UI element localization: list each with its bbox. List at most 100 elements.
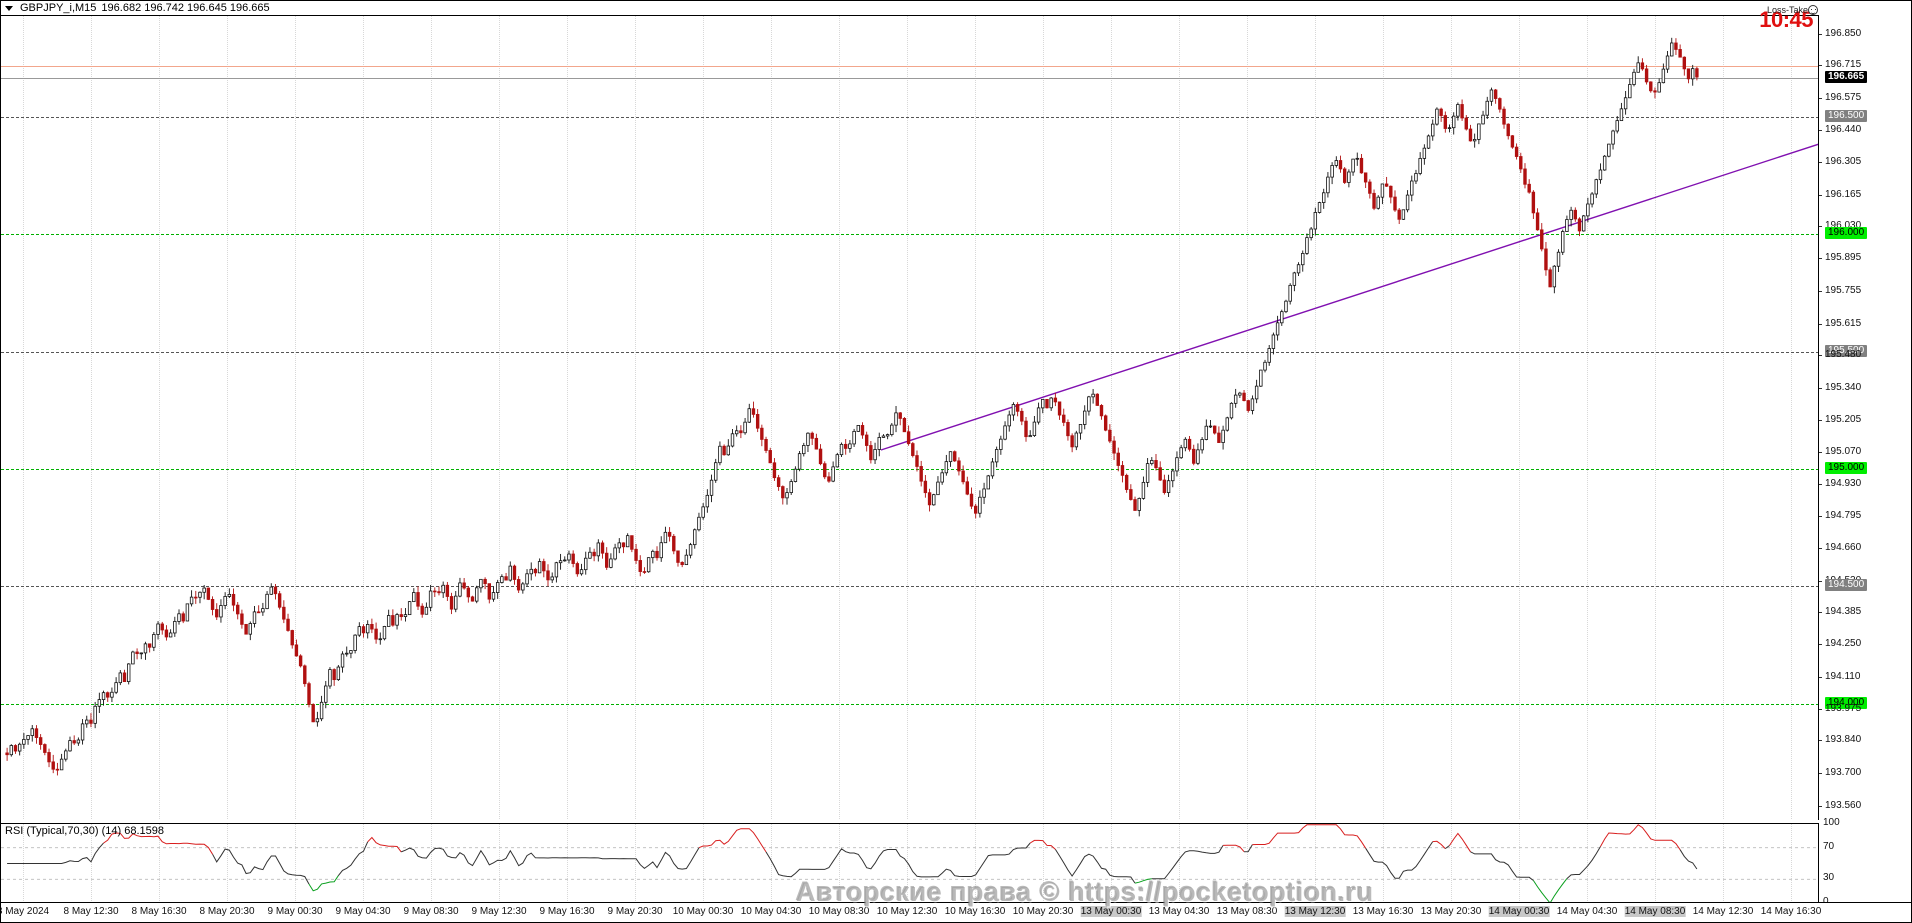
- price-tick: 196.715: [1819, 59, 1911, 71]
- time-axis-label: 8 May 16:30: [131, 906, 187, 917]
- price-level-line[interactable]: [1, 116, 1818, 118]
- time-axis-label: 13 May 12:30: [1284, 906, 1346, 917]
- price-tick-label: 195.205: [1825, 413, 1862, 425]
- price-tick-label: 194.000: [1825, 696, 1868, 709]
- smiley-face-icon: [1808, 5, 1818, 15]
- vertical-gridline: [431, 16, 432, 820]
- tick-mark: [1819, 676, 1822, 678]
- tick-mark: [1819, 484, 1822, 486]
- price-tick: 196.440: [1819, 124, 1911, 136]
- vertical-gridline: [91, 824, 92, 902]
- price-tick-label: 195.480: [1825, 349, 1862, 361]
- vertical-gridline: [1587, 824, 1588, 902]
- vertical-gridline: [703, 16, 704, 820]
- price-tick: 196.500: [1819, 109, 1911, 122]
- vertical-gridline: [1315, 824, 1316, 902]
- price-tick: 193.560: [1819, 799, 1911, 812]
- rsi-tick-label: 70: [1823, 840, 1835, 852]
- tick-mark: [1819, 612, 1822, 614]
- time-axis-label: 9 May 16:30: [539, 906, 595, 917]
- price-tick: 195.755: [1819, 285, 1911, 297]
- vertical-gridline: [159, 16, 160, 820]
- price-tick-label: 193.975: [1825, 702, 1862, 714]
- price-tick-label: 193.700: [1825, 767, 1862, 779]
- vertical-gridline: [91, 16, 92, 820]
- price-tick: 194.500: [1819, 579, 1911, 592]
- vertical-gridline: [23, 16, 24, 820]
- price-tick-label: 194.795: [1825, 510, 1862, 522]
- time-axis-label: 10 May 04:30: [740, 906, 802, 917]
- tick-mark: [1819, 740, 1822, 742]
- vertical-gridline: [771, 824, 772, 902]
- time-axis[interactable]: 8 May 2024 8 May 12:30 8 May 16:30 8 May 20…: [1, 902, 1911, 922]
- price-tick-label: 195.000: [1825, 461, 1868, 474]
- price-tick: 195.205: [1819, 413, 1911, 426]
- price-level-line[interactable]: [1, 66, 1818, 68]
- vertical-gridline: [771, 16, 772, 820]
- rsi-tick-label: 30: [1823, 872, 1835, 884]
- vertical-gridline: [363, 16, 364, 820]
- price-tick: 195.895: [1819, 252, 1911, 264]
- price-level-line[interactable]: [1, 703, 1818, 705]
- price-tick-label: 196.440: [1825, 124, 1862, 135]
- price-tick-label: 193.560: [1825, 799, 1862, 811]
- tick-mark: [1819, 451, 1822, 453]
- rsi-tick: 70: [1819, 840, 1911, 853]
- price-level-line[interactable]: [1, 78, 1818, 80]
- rsi-tick: 0: [1819, 896, 1911, 902]
- price-level-line[interactable]: [1, 468, 1818, 470]
- vertical-gridline: [1179, 824, 1180, 902]
- vertical-gridline: [295, 16, 296, 820]
- time-axis-label: 13 May 08:30: [1216, 906, 1278, 917]
- price-tick: 194.795: [1819, 510, 1911, 522]
- rsi-line-series: [1, 824, 1818, 902]
- time-axis-label: 9 May 08:30: [403, 906, 459, 917]
- time-axis-label: 10 May 08:30: [808, 906, 870, 917]
- tick-mark: [1819, 547, 1822, 549]
- tick-mark: [1819, 194, 1822, 196]
- price-tick: 195.000: [1819, 461, 1911, 474]
- tick-mark: [1819, 290, 1822, 292]
- time-axis-label: 10 May 20:30: [1012, 906, 1074, 917]
- candlestick-series[interactable]: [1, 16, 1819, 820]
- vertical-gridline: [839, 824, 840, 902]
- price-axis[interactable]: 196.850 196.715 196.665 196.575 196.500 196.4…: [1819, 15, 1911, 902]
- time-axis-label: 10 May 00:30: [672, 906, 734, 917]
- price-chart-pane[interactable]: [1, 15, 1819, 820]
- price-tick: 196.305: [1819, 156, 1911, 168]
- vertical-gridline: [1111, 824, 1112, 902]
- price-tick: 194.930: [1819, 478, 1911, 490]
- tick-mark: [1819, 130, 1822, 131]
- price-tick: 195.340: [1819, 382, 1911, 394]
- time-axis-label: 8 May 12:30: [63, 906, 119, 917]
- tick-mark: [1819, 226, 1822, 228]
- time-axis-label: 13 May 00:30: [1080, 906, 1142, 917]
- price-tick: 195.615: [1819, 318, 1911, 330]
- time-axis-label: 9 May 12:30: [471, 906, 527, 917]
- time-axis-label: 13 May 04:30: [1148, 906, 1210, 917]
- price-tick: 196.850: [1819, 28, 1911, 40]
- time-axis-label: 13 May 16:30: [1352, 906, 1414, 917]
- tick-mark: [1819, 643, 1822, 645]
- rsi-indicator-pane[interactable]: RSI (Typical,70,30) (14) 68.1598: [1, 823, 1819, 902]
- price-tick: 196.665: [1819, 71, 1911, 84]
- price-tick-label: 196.500: [1825, 109, 1868, 122]
- price-tick: 195.500: [1819, 344, 1911, 357]
- price-tick-label: 196.715: [1825, 59, 1862, 71]
- tick-mark: [1819, 33, 1822, 35]
- chart-header: GBPJPY_i,M15 196.682 196.742 196.645 196…: [1, 1, 270, 15]
- price-tick: 195.070: [1819, 446, 1911, 458]
- time-axis-label: 10 May 12:30: [876, 906, 938, 917]
- chevron-down-icon[interactable]: [5, 5, 13, 11]
- price-tick-label: 193.840: [1825, 734, 1862, 746]
- price-tick: 196.165: [1819, 189, 1911, 201]
- price-level-line[interactable]: [1, 586, 1818, 588]
- vertical-gridline: [1519, 824, 1520, 902]
- tick-mark: [1819, 805, 1822, 807]
- rsi-tick-label: 0: [1823, 896, 1829, 902]
- price-tick: 193.840: [1819, 734, 1911, 746]
- symbol-timeframe-label: GBPJPY_i,M15: [20, 2, 97, 14]
- loss-take-label: Loss-Take: [1767, 3, 1818, 15]
- price-tick: 194.000: [1819, 696, 1911, 709]
